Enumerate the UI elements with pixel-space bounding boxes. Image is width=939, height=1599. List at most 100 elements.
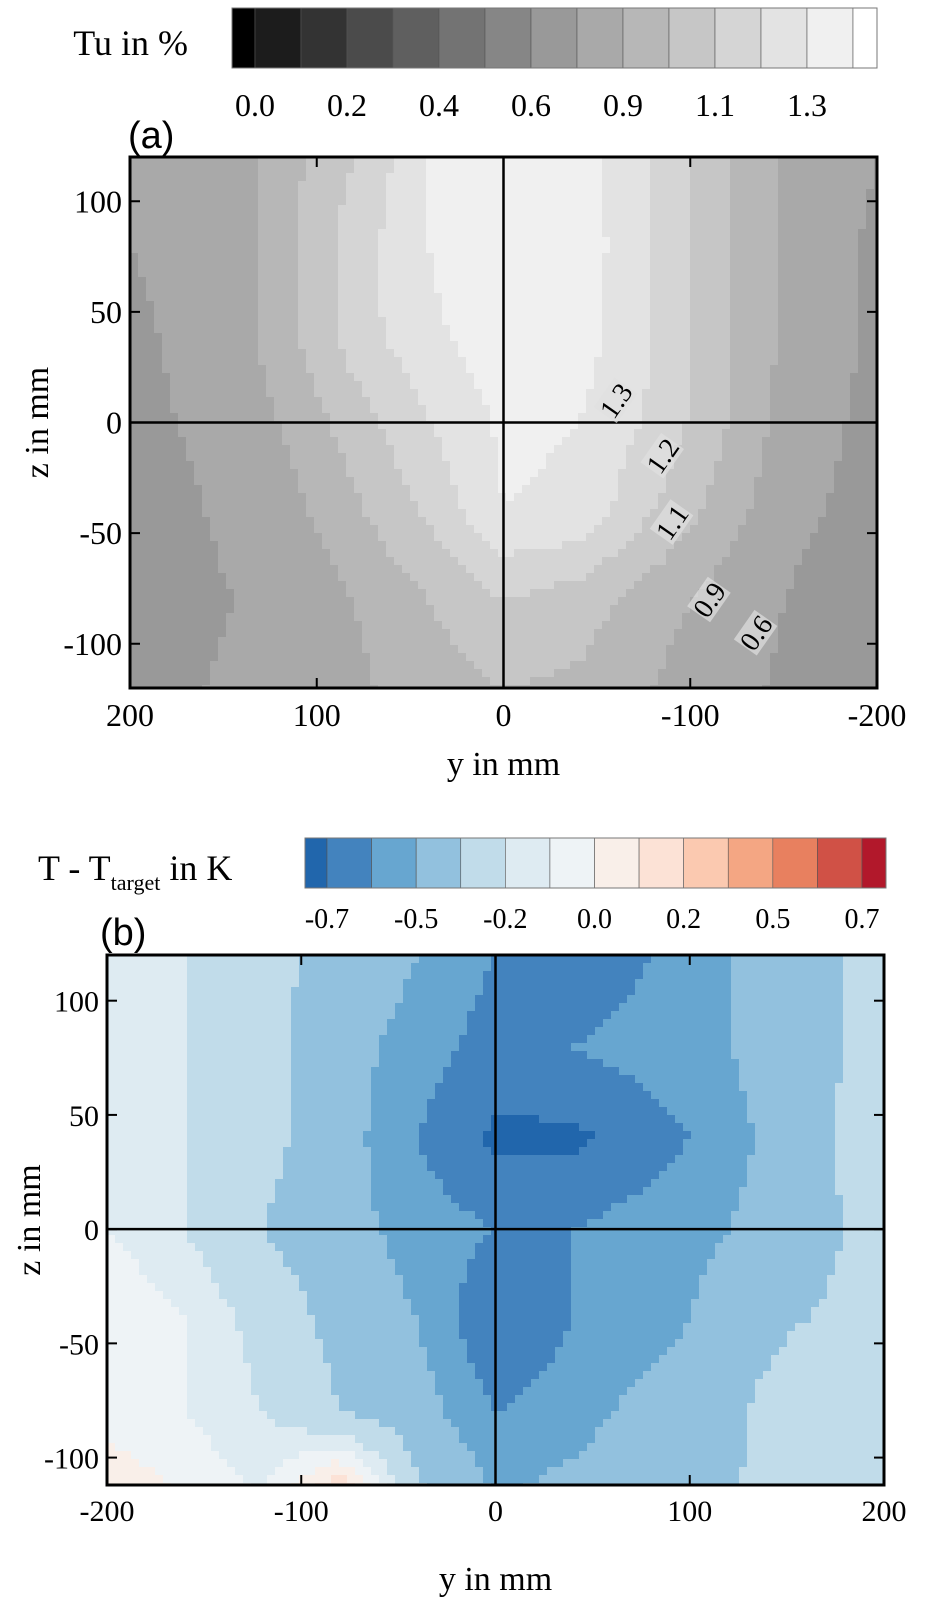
contour-cell: [562, 637, 571, 646]
contour-cell: [442, 445, 451, 454]
contour-cell: [618, 181, 627, 190]
contour-cell: [514, 533, 523, 542]
contour-cell: [314, 509, 323, 518]
contour-cell: [354, 565, 363, 574]
contour-cell: [698, 669, 707, 678]
contour-cell: [258, 461, 267, 470]
contour-cell: [506, 397, 515, 406]
contour-cell: [410, 461, 419, 470]
contour-cell: [610, 557, 619, 566]
contour-cell: [306, 533, 315, 542]
contour-cell: [394, 229, 403, 238]
contour-cell: [266, 501, 275, 510]
contour-cell: [330, 285, 339, 294]
contour-cell: [218, 453, 227, 462]
contour-cell: [666, 669, 675, 678]
contour-cell: [314, 605, 323, 614]
contour-cell: [674, 197, 683, 206]
contour-cell: [698, 317, 707, 326]
contour-cell: [258, 309, 267, 318]
contour-cell: [706, 549, 715, 558]
contour-cell: [154, 517, 163, 526]
contour-cell: [666, 317, 675, 326]
contour-cell: [594, 205, 603, 214]
contour-cell: [402, 253, 411, 262]
contour-cell: [546, 461, 555, 470]
contour-cell: [650, 613, 659, 622]
contour-cell: [690, 629, 699, 638]
contour-cell: [522, 333, 531, 342]
contour-cell: [690, 253, 699, 262]
contour-cell: [586, 253, 595, 262]
contour-cell: [474, 357, 483, 366]
contour-cell: [162, 645, 171, 654]
contour-cell: [362, 485, 371, 494]
contour-cell: [410, 237, 419, 246]
contour-cell: [490, 557, 499, 566]
contour-cell: [546, 437, 555, 446]
contour-cell: [642, 661, 651, 670]
contour-cell: [146, 549, 155, 558]
contour-cell: [642, 341, 651, 350]
contour-cell: [250, 405, 259, 414]
contour-cell: [586, 637, 595, 646]
contour-cell: [706, 461, 715, 470]
contour-cell: [450, 669, 459, 678]
contour-cell: [130, 333, 139, 342]
contour-cell: [226, 157, 235, 166]
contour-cell: [490, 445, 499, 454]
contour-cell: [314, 253, 323, 262]
contour-cell: [314, 645, 323, 654]
contour-cell: [274, 669, 283, 678]
contour-cell: [658, 405, 667, 414]
contour-cell: [530, 333, 539, 342]
contour-cell: [194, 253, 203, 262]
contour-cell: [426, 541, 435, 550]
contour-cell: [458, 405, 467, 414]
contour-cell: [394, 221, 403, 230]
contour-cell: [538, 509, 547, 518]
contour-cell: [306, 373, 315, 382]
contour-cell: [714, 205, 723, 214]
contour-cell: [546, 653, 555, 662]
contour-cell: [714, 517, 723, 526]
contour-cell: [666, 165, 675, 174]
contour-cell: [418, 157, 427, 166]
contour-cell: [514, 197, 523, 206]
contour-cell: [138, 581, 147, 590]
contour-cell: [690, 445, 699, 454]
contour-cell: [714, 229, 723, 238]
contour-cell: [314, 661, 323, 670]
contour-cell: [482, 677, 491, 686]
contour-cell: [402, 565, 411, 574]
contour-cell: [202, 229, 211, 238]
contour-cell: [130, 261, 139, 270]
contour-cell: [402, 445, 411, 454]
contour-cell: [650, 397, 659, 406]
contour-cell: [586, 565, 595, 574]
contour-cell: [594, 653, 603, 662]
contour-cell: [154, 237, 163, 246]
contour-cell: [170, 589, 179, 598]
contour-cell: [210, 165, 219, 174]
contour-cell: [642, 437, 651, 446]
contour-cell: [698, 381, 707, 390]
contour-cell: [434, 605, 443, 614]
contour-cell: [490, 661, 499, 670]
contour-cell: [554, 325, 563, 334]
contour-cell: [210, 213, 219, 222]
contour-cell: [562, 597, 571, 606]
contour-cell: [570, 501, 579, 510]
contour-cell: [626, 197, 635, 206]
contour-cell: [458, 461, 467, 470]
contour-cell: [354, 365, 363, 374]
contour-cell: [626, 181, 635, 190]
contour-cell: [506, 381, 515, 390]
contour-cell: [682, 341, 691, 350]
contour-cell: [474, 229, 483, 238]
contour-cell: [194, 493, 203, 502]
contour-cell: [154, 549, 163, 558]
contour-cell: [178, 653, 187, 662]
contour-cell: [442, 189, 451, 198]
contour-cell: [666, 221, 675, 230]
